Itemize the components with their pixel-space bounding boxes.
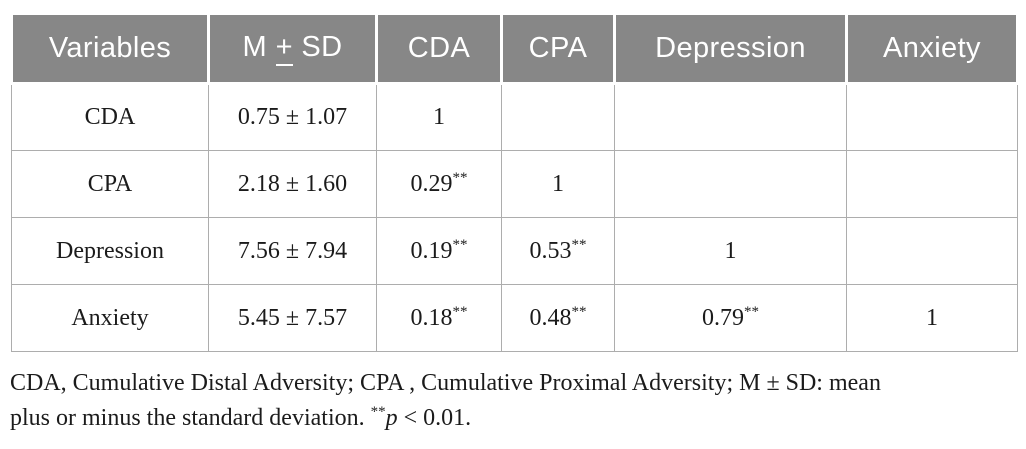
- correlation-cell: 1: [846, 284, 1018, 352]
- significance-stars: **: [452, 236, 468, 253]
- footnote-line-2: plus or minus the standard deviation. **…: [10, 401, 1016, 436]
- column-header-depression: Depression: [613, 12, 848, 85]
- column-header-cpa: CPA: [500, 12, 616, 85]
- significance-stars: **: [571, 236, 587, 253]
- row-label-cell: CDA: [11, 83, 209, 151]
- correlation-cell: 0.19**: [376, 217, 502, 285]
- correlation-cell: 1: [501, 150, 615, 218]
- correlation-cell: 0.79**: [614, 284, 847, 352]
- column-header-m-sd: M + SD: [207, 12, 378, 85]
- mean-sd-cell: 2.18 ± 1.60: [208, 150, 377, 218]
- p-threshold-text: < 0.01.: [397, 405, 472, 431]
- mean-sd-cell: 7.56 ± 7.94: [208, 217, 377, 285]
- row-label-cell: Depression: [11, 217, 209, 285]
- p-value-symbol: p: [385, 405, 398, 431]
- column-header-anxiety: Anxiety: [845, 12, 1019, 85]
- footnote-line-1: CDA, Cumulative Distal Adversity; CPA , …: [10, 370, 881, 396]
- table-row-depression: Depression 7.56 ± 7.94 0.19** 0.53** 1: [11, 217, 1018, 285]
- column-header-variables: Variables: [10, 12, 210, 85]
- table-row-cpa: CPA 2.18 ± 1.60 0.29** 1: [11, 150, 1018, 218]
- significance-stars: **: [452, 303, 468, 320]
- correlation-cell: 1: [614, 217, 847, 285]
- correlation-cell: [501, 83, 615, 151]
- plus-minus-symbol: +: [275, 33, 293, 66]
- correlation-cell: [846, 83, 1018, 151]
- correlation-cell: 0.48**: [501, 284, 615, 352]
- mean-sd-cell: 0.75 ± 1.07: [208, 83, 377, 151]
- table-row-anxiety: Anxiety 5.45 ± 7.57 0.18** 0.48** 0.79** 1: [11, 284, 1018, 352]
- footnote-line-2-text: plus or minus the standard deviation.: [10, 405, 371, 431]
- mean-sd-cell: 5.45 ± 7.57: [208, 284, 377, 352]
- correlation-cell: [846, 217, 1018, 285]
- correlation-cell: 0.29**: [376, 150, 502, 218]
- row-label-cell: Anxiety: [11, 284, 209, 352]
- significance-stars: **: [571, 303, 587, 320]
- correlation-table: Variables M + SD CDA CPA Depression Anxiety C…: [10, 12, 1019, 352]
- column-header-cda: CDA: [375, 12, 503, 85]
- significance-stars: **: [370, 404, 386, 420]
- significance-stars: **: [744, 303, 759, 320]
- table-footnote: CDA, Cumulative Distal Adversity; CPA , …: [10, 366, 1016, 436]
- correlation-cell: [614, 150, 847, 218]
- correlation-cell: [614, 83, 847, 151]
- table-header: Variables M + SD CDA CPA Depression Anxiety: [10, 12, 1019, 85]
- correlation-cell: [846, 150, 1018, 218]
- header-row: Variables M + SD CDA CPA Depression Anxiety: [10, 12, 1019, 85]
- table-body: CDA 0.75 ± 1.07 1 CPA 2.18 ± 1.60 0.29** 1 Depr…: [11, 83, 1018, 352]
- table-figure: Variables M + SD CDA CPA Depression Anxiety C…: [10, 12, 1019, 436]
- row-label-cell: CPA: [11, 150, 209, 218]
- significance-stars: **: [452, 169, 468, 186]
- correlation-cell: 0.53**: [501, 217, 615, 285]
- correlation-cell: 0.18**: [376, 284, 502, 352]
- table-row-cda: CDA 0.75 ± 1.07 1: [11, 83, 1018, 151]
- correlation-cell: 1: [376, 83, 502, 151]
